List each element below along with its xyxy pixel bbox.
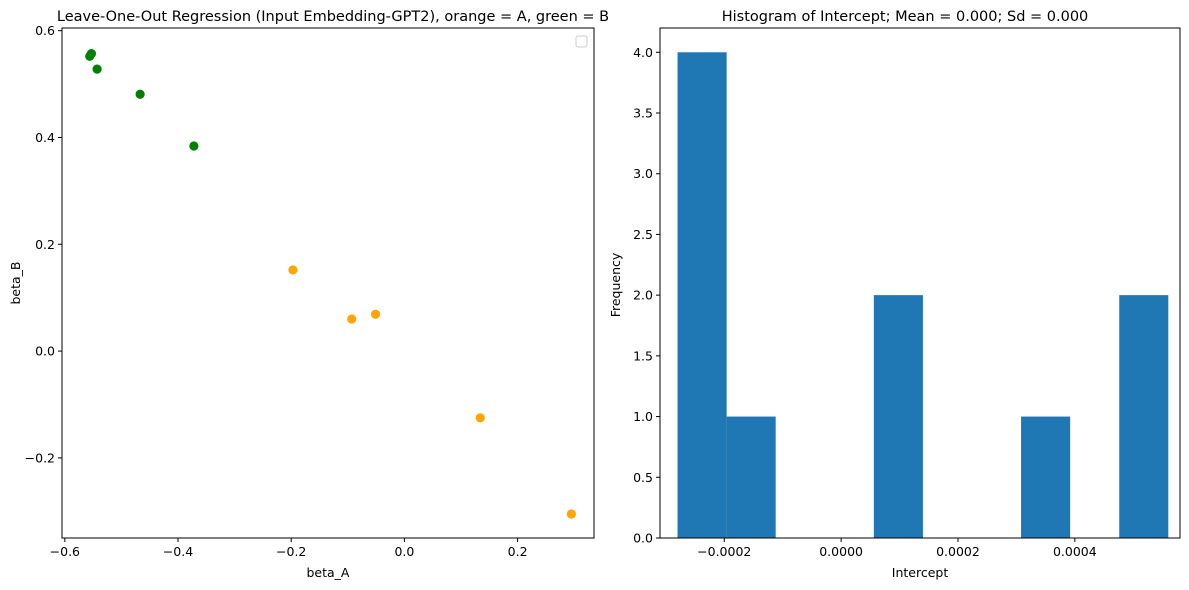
histogram-ylabel: Frequency: [608, 252, 623, 317]
histogram-bars: [677, 52, 1169, 539]
histogram-xtick-label: 0.0000: [819, 544, 863, 559]
scatter-point: [475, 413, 485, 423]
histogram-ytick-label: 0.0: [633, 531, 653, 546]
scatter-ytick-label: 0.0: [35, 344, 55, 359]
scatter-ytick-label: 0.6: [35, 23, 55, 38]
scatter-plot: Leave-One-Out Regression (Input Embeddin…: [8, 9, 609, 580]
scatter-xtick-label: −0.6: [50, 544, 80, 559]
scatter-points: [85, 49, 576, 519]
histogram-ytick-label: 2.0: [633, 288, 653, 303]
histogram-bar: [677, 52, 727, 539]
scatter-xtick-label: 0.2: [508, 544, 528, 559]
scatter-ytick-label: −0.2: [25, 450, 55, 465]
histogram-xtick-label: −0.0002: [697, 544, 751, 559]
histogram-ticks: −0.0002 0.0000 0.0002 0.0004 0.0 0.5 1.0 1.5 2.0…: [633, 45, 1097, 559]
scatter-point: [92, 64, 102, 74]
scatter-title: Leave-One-Out Regression (Input Embeddin…: [57, 9, 609, 25]
scatter-point: [135, 89, 145, 99]
histogram-ytick-label: 1.0: [633, 409, 653, 424]
histogram-plot: Histogram of Intercept; Mean = 0.000; Sd…: [608, 9, 1181, 580]
scatter-ytick-label: 0.4: [35, 130, 55, 145]
scatter-ylabel: beta_B: [8, 261, 23, 304]
histogram-xtick-label: 0.0004: [1053, 544, 1097, 559]
scatter-point: [86, 49, 97, 59]
histogram-xtick-label: 0.0002: [936, 544, 980, 559]
histogram-ytick-label: 3.5: [633, 106, 653, 121]
scatter-axes-frame: [61, 27, 595, 539]
histogram-xlabel: Intercept: [892, 565, 949, 580]
histogram-ytick-label: 3.0: [633, 166, 653, 181]
histogram-bar: [873, 295, 923, 538]
histogram-ytick-label: 1.5: [633, 348, 653, 363]
histogram-ytick-label: 4.0: [633, 45, 653, 60]
histogram-ytick-label: 2.5: [633, 227, 653, 242]
histogram-bar: [1021, 416, 1071, 538]
scatter-point: [288, 265, 298, 275]
scatter-point: [189, 141, 199, 151]
scatter-point: [370, 309, 381, 319]
scatter-xtick-label: 0.0: [394, 544, 414, 559]
scatter-ytick-label: 0.2: [35, 237, 55, 252]
histogram-bar: [726, 416, 776, 538]
scatter-legend-box: [575, 35, 588, 48]
histogram-ytick-label: 0.5: [633, 470, 653, 485]
scatter-ticks: −0.6 −0.4 −0.2 0.0 0.2 −0.2 0.0 0.2 0.4 0.6: [25, 23, 528, 559]
histogram-bar: [1119, 295, 1169, 538]
scatter-xlabel: beta_A: [307, 565, 350, 580]
scatter-xtick-label: −0.2: [276, 544, 306, 559]
scatter-point: [566, 509, 576, 519]
histogram-axes-frame: [659, 27, 1181, 539]
histogram-title: Histogram of Intercept; Mean = 0.000; Sd…: [722, 9, 1089, 25]
scatter-point: [347, 314, 357, 324]
scatter-xtick-label: −0.4: [163, 544, 193, 559]
